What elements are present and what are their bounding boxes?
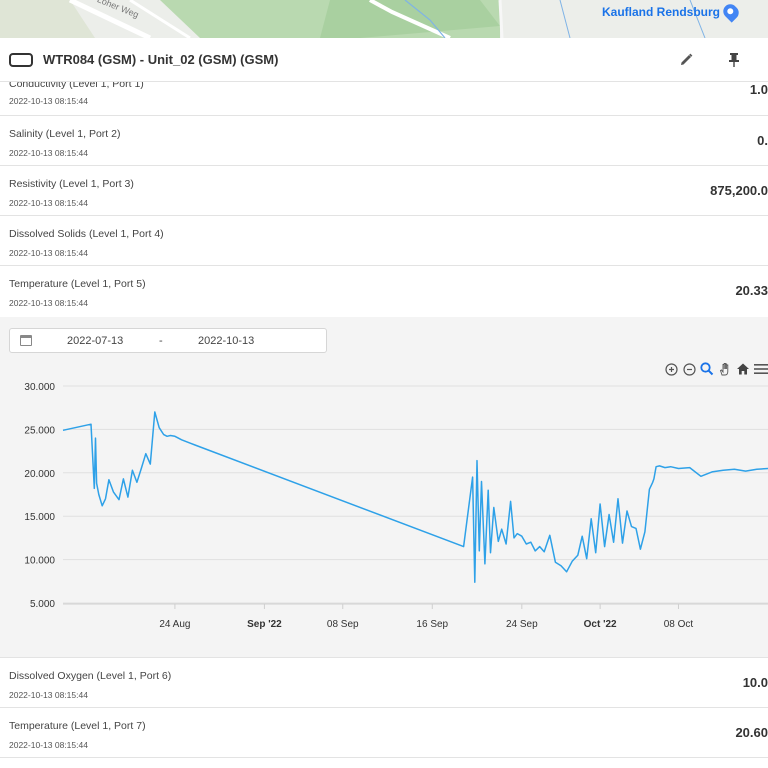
sensor-timestamp: 2022-10-13 08:15:44 [9,148,88,158]
sensor-row[interactable]: Dissolved Solids (Level 1, Port 4) 2022-… [0,216,768,266]
x-tick-label: 16 Sep [416,619,448,630]
x-tick-label: 08 Sep [327,619,359,630]
x-tick-label: 08 Oct [664,619,694,630]
zoom-out-icon[interactable] [682,362,696,376]
map-background [0,0,768,38]
sensor-row-expanded[interactable]: Temperature (Level 1, Port 5) 2022-10-13… [0,266,768,316]
y-tick-label: 30.000 [24,382,55,393]
sensor-timestamp: 2022-10-13 08:15:44 [9,740,88,750]
temperature-chart[interactable]: 30.000 25.000 20.000 15.000 10.000 5.000 24 Au… [0,317,768,658]
date-range-picker[interactable]: 2022-07-13 - 2022-10-13 [9,328,327,353]
sensor-row[interactable]: Temperature (Level 1, Port 7) 2022-10-13… [0,708,768,758]
header-actions [676,50,744,70]
sensor-row[interactable]: Dissolved Oxygen (Level 1, Port 6) 2022-… [0,658,768,708]
chart-panel: 2022-07-13 - 2022-10-13 30.000 25.000 20.0… [0,317,768,658]
date-from[interactable]: 2022-07-13 [67,335,124,347]
sensor-name: Conductivity (Level 1, Port 1) [9,82,144,90]
sensor-timestamp: 2022-10-13 08:15:44 [9,690,88,700]
x-tick-label: Sep '22 [247,619,282,630]
x-tick-label: Oct '22 [584,619,617,630]
y-tick-label: 5.000 [30,599,55,610]
pan-hand-icon[interactable] [718,362,732,376]
reset-home-icon[interactable] [736,362,750,376]
y-tick-label: 25.000 [24,425,55,436]
sensor-value: 20.33 [735,283,768,298]
menu-icon[interactable] [754,362,768,376]
calendar-icon [20,335,32,346]
device-header: WTR084 (GSM) - Unit_02 (GSM) (GSM) [0,38,768,82]
date-separator: - [159,335,163,347]
sensor-timestamp: 2022-10-13 08:15:44 [9,248,88,258]
sensor-value: 1.0 [749,82,768,97]
sensor-timestamp: 2022-10-13 08:15:44 [9,298,88,308]
sensor-value: 10.0 [742,675,768,690]
series-line[interactable] [62,411,768,583]
pencil-icon[interactable] [676,50,696,70]
map-view[interactable]: Loher Weg Kaufland Rendsburg [0,0,768,38]
x-tick-label: 24 Aug [159,619,190,630]
device-icon [9,52,33,67]
sensor-name: Dissolved Oxygen (Level 1, Port 6) [9,670,172,682]
date-to[interactable]: 2022-10-13 [198,335,255,347]
y-tick-label: 10.000 [24,556,55,567]
sensor-timestamp: 2022-10-13 08:15:44 [9,198,88,208]
sensor-row[interactable]: Resistivity (Level 1, Port 3) 2022-10-13… [0,166,768,216]
sensor-value: 0. [757,133,768,148]
page-title: WTR084 (GSM) - Unit_02 (GSM) (GSM) [43,52,279,67]
sensor-row[interactable]: Conductivity (Level 1, Port 1) 2022-10-1… [0,82,768,116]
map-poi-label: Kaufland Rendsburg [602,5,721,19]
sensor-name: Temperature (Level 1, Port 5) [9,278,146,290]
map-poi[interactable]: Kaufland Rendsburg [602,1,742,23]
sensor-name: Salinity (Level 1, Port 2) [9,128,121,140]
sensor-name: Temperature (Level 1, Port 7) [9,720,146,732]
y-tick-label: 20.000 [24,469,55,480]
pin-icon[interactable] [724,50,744,70]
sensor-name: Dissolved Solids (Level 1, Port 4) [9,228,164,240]
sensor-value: 875,200.0 [710,183,768,198]
zoom-select-icon[interactable] [700,362,714,376]
zoom-in-icon[interactable] [664,362,678,376]
chart-toolbar [664,362,768,376]
sensor-row[interactable]: Salinity (Level 1, Port 2) 2022-10-13 08… [0,116,768,166]
sensor-value: 20.60 [735,725,768,740]
sensor-timestamp: 2022-10-13 08:15:44 [9,96,88,106]
x-tick-label: 24 Sep [506,619,538,630]
sensor-name: Resistivity (Level 1, Port 3) [9,178,134,190]
y-tick-label: 15.000 [24,512,55,523]
